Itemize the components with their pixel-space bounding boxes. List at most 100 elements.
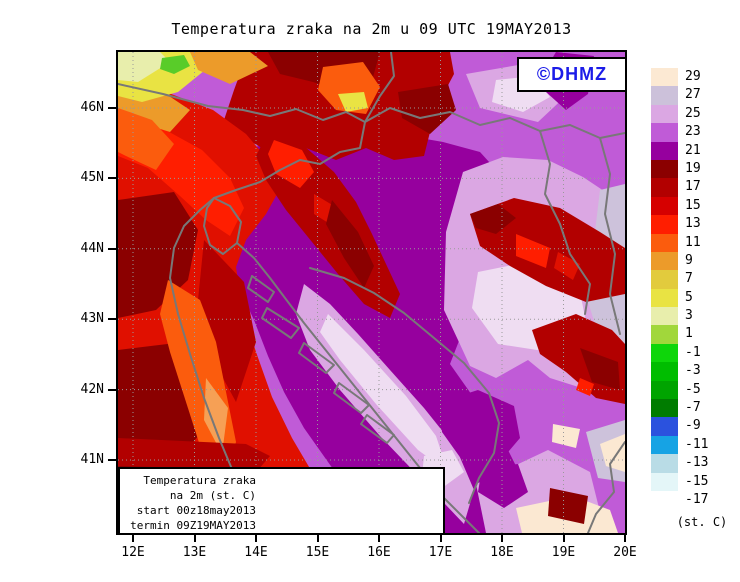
colorbar-label: 21 [685, 142, 701, 158]
lat-axis-label: 42N [80, 381, 104, 397]
lat-axis-label: 46N [80, 100, 104, 115]
colorbar-row: 23 [651, 123, 708, 142]
colorbar-row: 21 [651, 141, 708, 160]
lon-axis-tick [439, 535, 442, 542]
lon-axis-tick [624, 535, 626, 542]
colorbar-row: -7 [651, 399, 708, 418]
colorbar-label: -3 [685, 363, 701, 379]
colorbar-swatch [651, 178, 678, 197]
lat-axis-tick [108, 459, 116, 461]
lon-axis-tick [378, 535, 380, 542]
lat-axis-tick [108, 388, 116, 391]
colorbar-swatch [651, 270, 678, 289]
lon-axis-label: 19E [551, 545, 576, 560]
colorbar-label: 29 [685, 69, 701, 84]
colorbar-label: -9 [685, 418, 701, 434]
colorbar-label: 11 [685, 234, 701, 250]
lon-axis-tick [562, 535, 565, 542]
colorbar-label: -5 [685, 381, 701, 397]
colorbar-label: 25 [685, 105, 701, 121]
colorbar-row: -11 [651, 435, 709, 455]
info-box-line: Temperatura zraka [143, 474, 256, 487]
colorbar-row: 5 [651, 288, 708, 308]
colorbar-row: 1 [651, 325, 708, 344]
lon-axis-label: 15E [305, 545, 330, 560]
colorbar-row: -3 [651, 362, 708, 381]
colorbar-label: 7 [685, 271, 693, 287]
lat-axis-label: 41N [80, 452, 104, 467]
colorbar-label: 19 [685, 160, 701, 176]
lon-axis-tick [132, 535, 134, 542]
colorbar-swatch [651, 491, 678, 509]
colorbar-row: 17 [651, 178, 708, 197]
colorbar-label: 1 [685, 326, 693, 342]
colorbar-swatch [651, 196, 678, 216]
colorbar-label: 23 [685, 124, 701, 140]
colorbar-label: -1 [685, 344, 701, 360]
colorbar-label: 13 [685, 216, 701, 232]
lon-axis-label: 16E [367, 545, 391, 560]
lat-axis-label: 43N [80, 311, 104, 327]
colorbar-swatch [651, 472, 678, 491]
colorbar-row: 25 [651, 104, 708, 124]
colorbar-row: -9 [651, 417, 708, 436]
page-title: Temperatura zraka na 2m u 09 UTC 19MAY20… [171, 20, 572, 38]
info-box-line: termin 09Z19MAY2013 [130, 519, 256, 532]
units-label: (st. C) [676, 515, 728, 529]
map-frame [116, 50, 627, 535]
colorbar-row: -17 [651, 491, 708, 509]
colorbar-row: 19 [651, 159, 708, 179]
colorbar-row: 9 [651, 251, 708, 271]
lon-axis-tick [501, 535, 503, 542]
lon-axis-tick [316, 535, 319, 542]
lon-axis-label: 13E [182, 545, 207, 560]
colorbar-row: -15 [651, 472, 709, 491]
lon-axis-label: 14E [244, 545, 268, 560]
info-box-line: start 00z18may2013 [136, 504, 256, 517]
colorbar-swatch [651, 233, 678, 252]
lon-axis-label: 20E [613, 545, 637, 560]
lat-axis-label: 45N [80, 170, 104, 186]
colorbar-swatch [651, 454, 678, 473]
colorbar-swatch [651, 251, 678, 271]
colorbar-swatch [651, 288, 678, 308]
colorbar-swatch [651, 123, 678, 142]
colorbar-swatch [651, 435, 678, 455]
colorbar-swatch [651, 399, 678, 418]
colorbar-label: 15 [685, 197, 701, 213]
colorbar-swatch [651, 362, 678, 381]
colorbar-row: -13 [651, 454, 709, 473]
colorbar-swatch [651, 86, 678, 105]
lat-axis-tick [108, 247, 116, 250]
colorbar-row: -1 [651, 343, 708, 363]
colorbar-row: 3 [651, 307, 708, 326]
lat-axis-tick [108, 107, 116, 109]
colorbar-row: 15 [651, 196, 708, 216]
copyright-label: ©DHMZ [536, 64, 608, 84]
colorbar-label: -13 [685, 455, 709, 471]
colorbar-rows: 29 27 25 23 21 19 17 15 13 11 9 7 5 3 1 -1 -3 -5 -7 -9 -11 -1… [651, 68, 708, 509]
colorbar-label: 3 [685, 308, 693, 324]
lat-axis-tick [108, 177, 116, 180]
colorbar-swatch [651, 417, 678, 436]
colorbar-label: 5 [685, 289, 693, 305]
colorbar-row: -5 [651, 380, 708, 400]
colorbar-label: -15 [685, 473, 709, 489]
info-box-line: na 2m (st. C) [169, 489, 256, 502]
colorbar-row: 13 [651, 215, 708, 234]
colorbar-row: 11 [651, 233, 708, 252]
colorbar-swatch [651, 325, 678, 344]
colorbar-row: 27 [651, 86, 708, 105]
temperature-map-svg [118, 52, 625, 533]
colorbar-swatch [651, 380, 678, 400]
colorbar-label: -11 [685, 436, 709, 452]
colorbar-swatch [651, 215, 678, 234]
colorbar-label: 9 [685, 252, 693, 268]
colorbar-row: 29 [651, 68, 708, 87]
info-box: Temperatura zraka na 2m (st. C) start 00z1… [118, 467, 445, 535]
colorbar-label: 27 [685, 87, 701, 103]
colorbar-swatch [651, 159, 678, 179]
lon-axis-tick [193, 535, 196, 542]
colorbar-label: -7 [685, 400, 701, 416]
